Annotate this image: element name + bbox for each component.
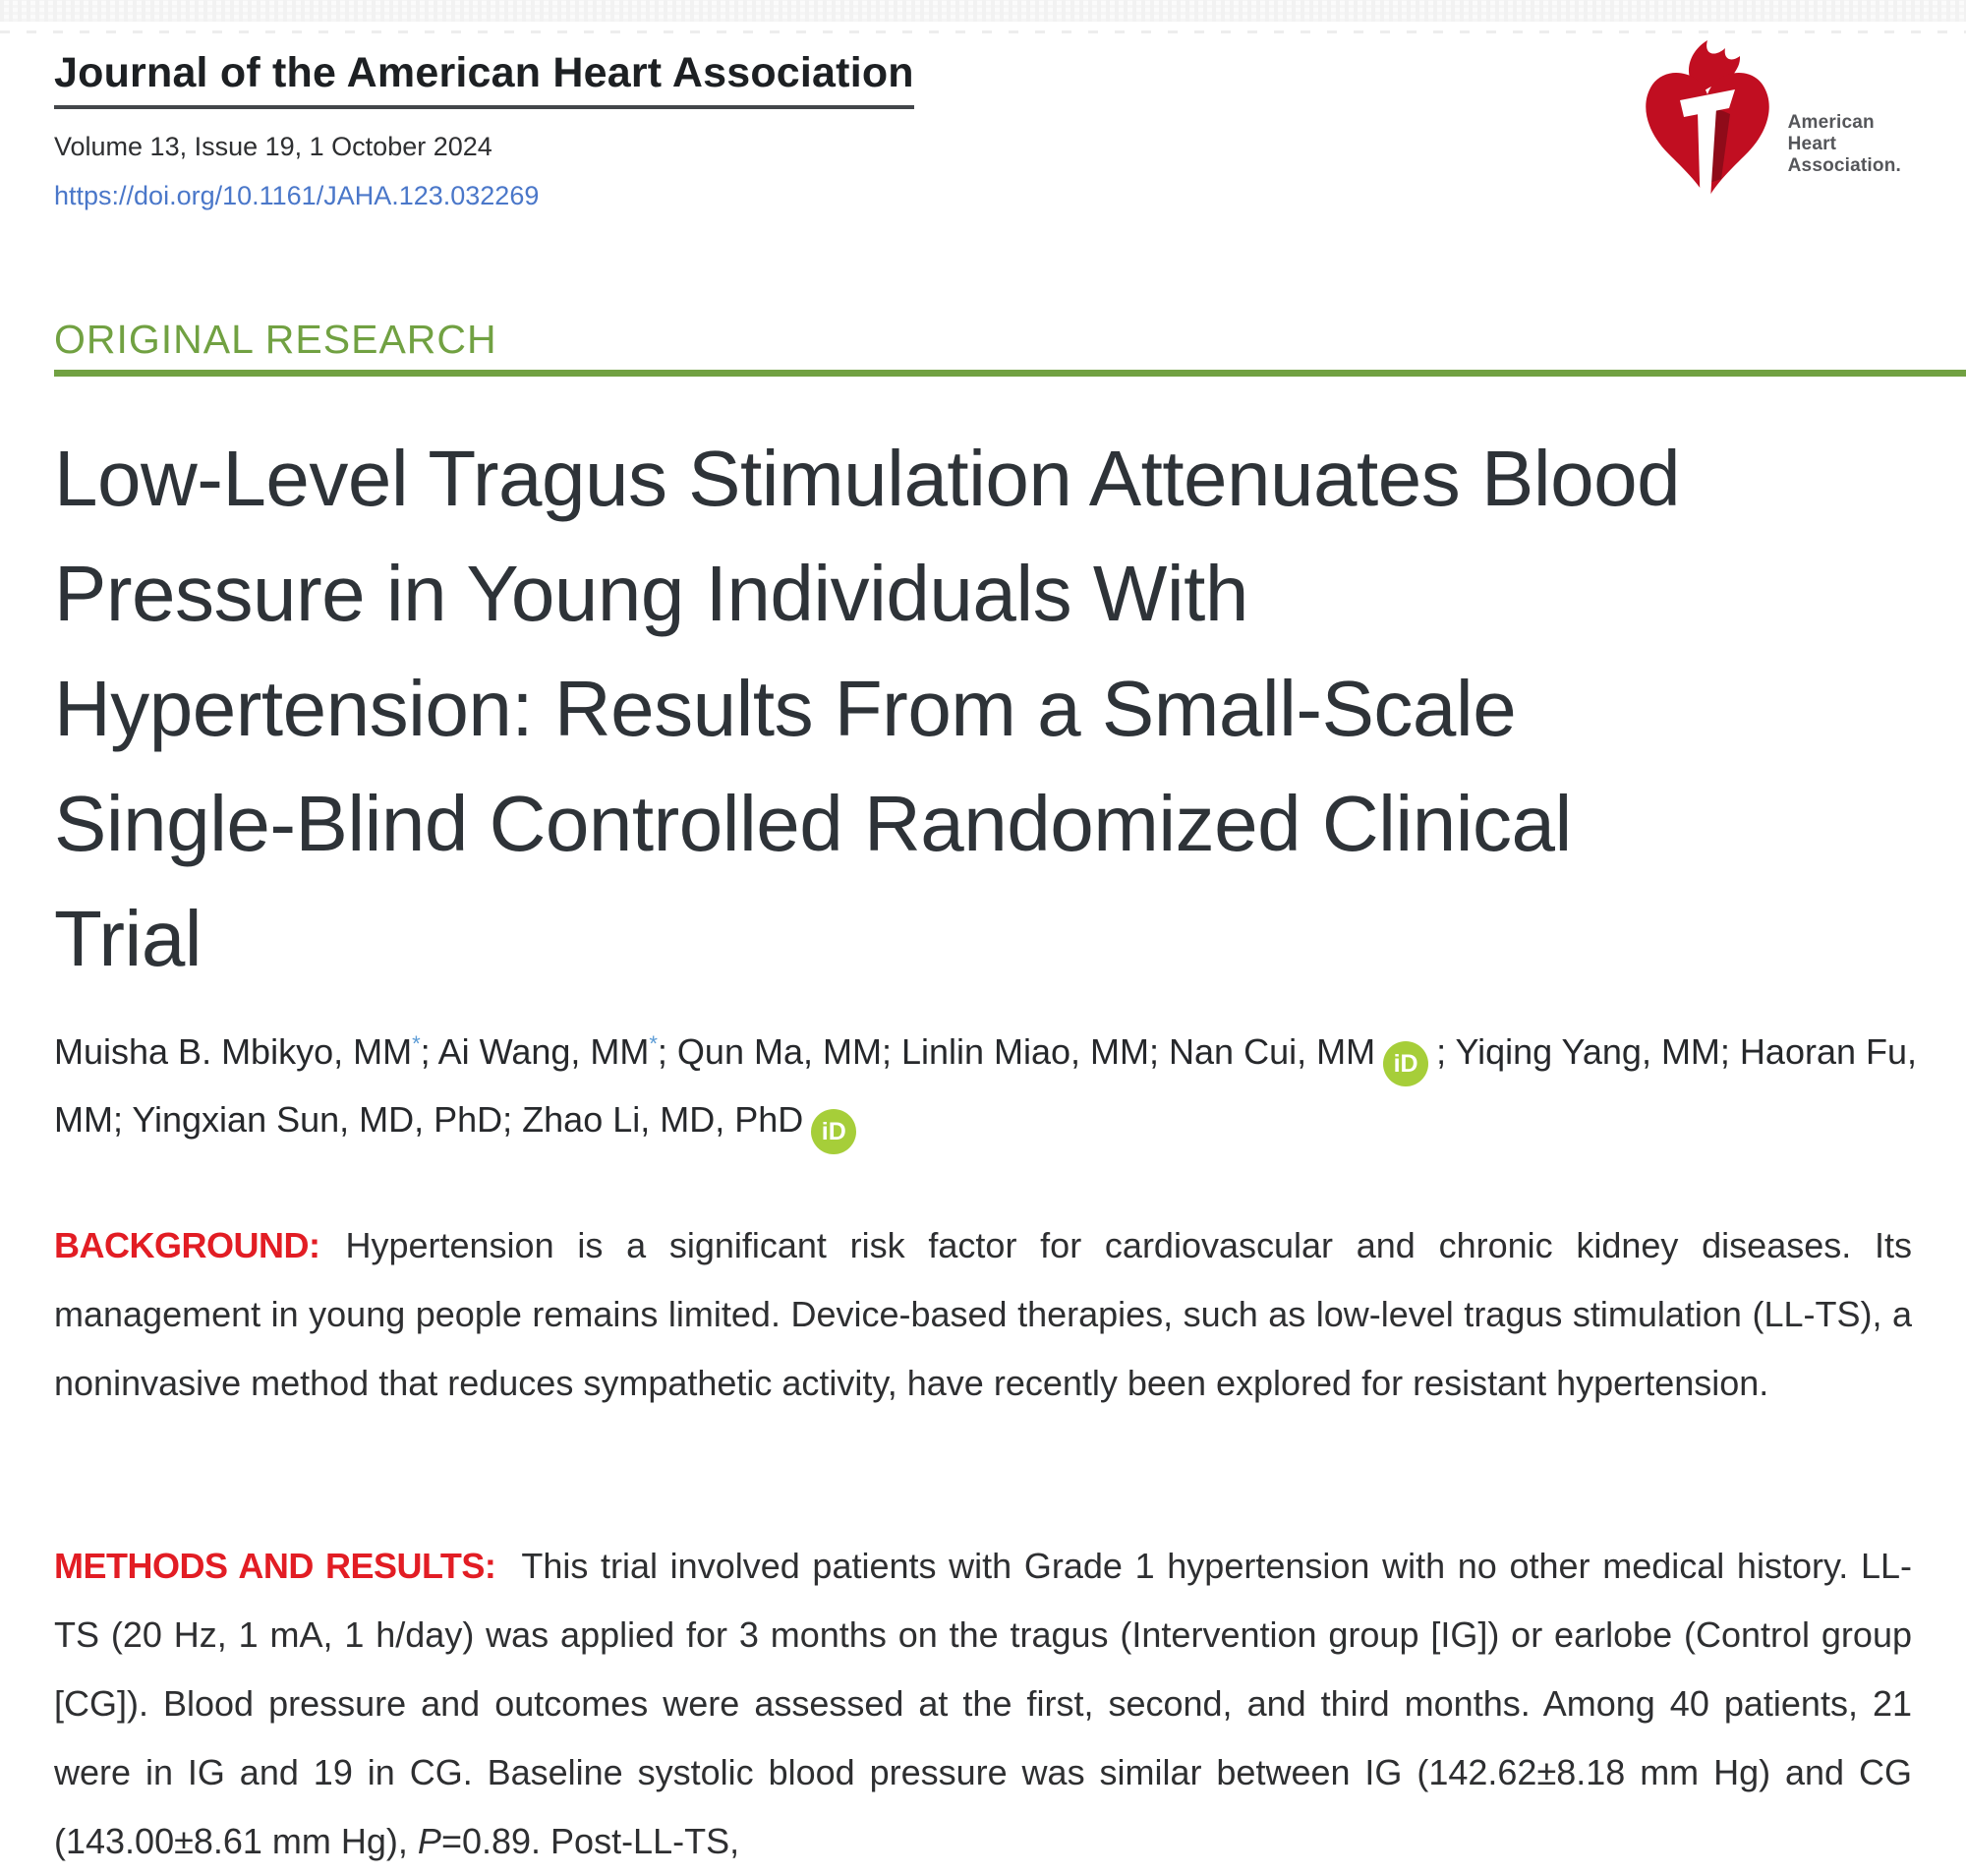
author-footnote-asterisk: *: [412, 1031, 421, 1056]
author-footnote-asterisk: *: [649, 1031, 658, 1056]
author-list: Muisha B. Mbikyo, MM*; Ai Wang, MM*; Qun…: [54, 1019, 1917, 1154]
orcid-icon[interactable]: iD: [1383, 1041, 1429, 1086]
abstract-background-paragraph: BACKGROUND: Hypertension is a significant…: [54, 1211, 1912, 1418]
text-segment: Hypertension is a significant risk facto…: [54, 1225, 1912, 1403]
article-title-line: Pressure in Young Individuals With: [54, 550, 1248, 637]
article-title-line: Trial: [54, 895, 202, 982]
aha-logo-wordmark: American Heart Association.: [1788, 112, 1901, 177]
section-label-original-research: ORIGINAL RESEARCH: [54, 317, 497, 362]
top-texture-strip: [0, 0, 1966, 22]
doi-link[interactable]: https://doi.org/10.1161/JAHA.123.032269: [54, 181, 540, 210]
section-divider-rule: [54, 370, 1966, 377]
orcid-icon[interactable]: iD: [811, 1109, 857, 1154]
aha-heart-torch-icon: [1645, 40, 1769, 215]
journal-title-link[interactable]: Journal of the American Heart Associatio…: [54, 49, 914, 109]
aha-wordmark-line1: American: [1787, 112, 1875, 133]
issue-date-line: Volume 13, Issue 19, 1 October 2024: [54, 132, 492, 161]
article-title-line: Single-Blind Controlled Randomized Clini…: [54, 780, 1572, 867]
text-segment: ; Ai Wang, MM: [420, 1031, 650, 1072]
background-label: BACKGROUND:: [54, 1225, 320, 1265]
text-segment: ; Qun Ma, MM; Linlin Miao, MM; Nan Cui, …: [657, 1031, 1376, 1072]
aha-logo: American Heart Association.: [1639, 39, 1901, 221]
article-title: Low-Level Tragus Stimulation Attenuates …: [54, 421, 1922, 996]
aha-wordmark-line2: Heart: [1787, 134, 1837, 154]
text-segment: P: [417, 1821, 441, 1861]
text-segment: ; Yiqing Yang, MM; Haoran Fu, MM; Yingxi…: [54, 1031, 1918, 1140]
article-title-line: Low-Level Tragus Stimulation Attenuates …: [54, 435, 1681, 522]
methods-and-results-text: This trial involved patients with Grade …: [54, 1546, 1912, 1861]
text-segment: Muisha B. Mbikyo, MM: [54, 1031, 413, 1072]
text-segment: =0.89. Post-LL-TS,: [440, 1821, 740, 1861]
text-segment: This trial involved patients with Grade …: [54, 1546, 1912, 1861]
background-text: Hypertension is a significant risk facto…: [54, 1225, 1912, 1403]
faint-dotted-rule: [0, 30, 1966, 33]
aha-wordmark-line3: Association.: [1787, 155, 1901, 176]
abstract-methods-paragraph: METHODS AND RESULTS: This trial involved …: [54, 1532, 1912, 1876]
methods-and-results-label: METHODS AND RESULTS:: [54, 1546, 496, 1586]
article-title-line: Hypertension: Results From a Small-Scale: [54, 665, 1517, 752]
